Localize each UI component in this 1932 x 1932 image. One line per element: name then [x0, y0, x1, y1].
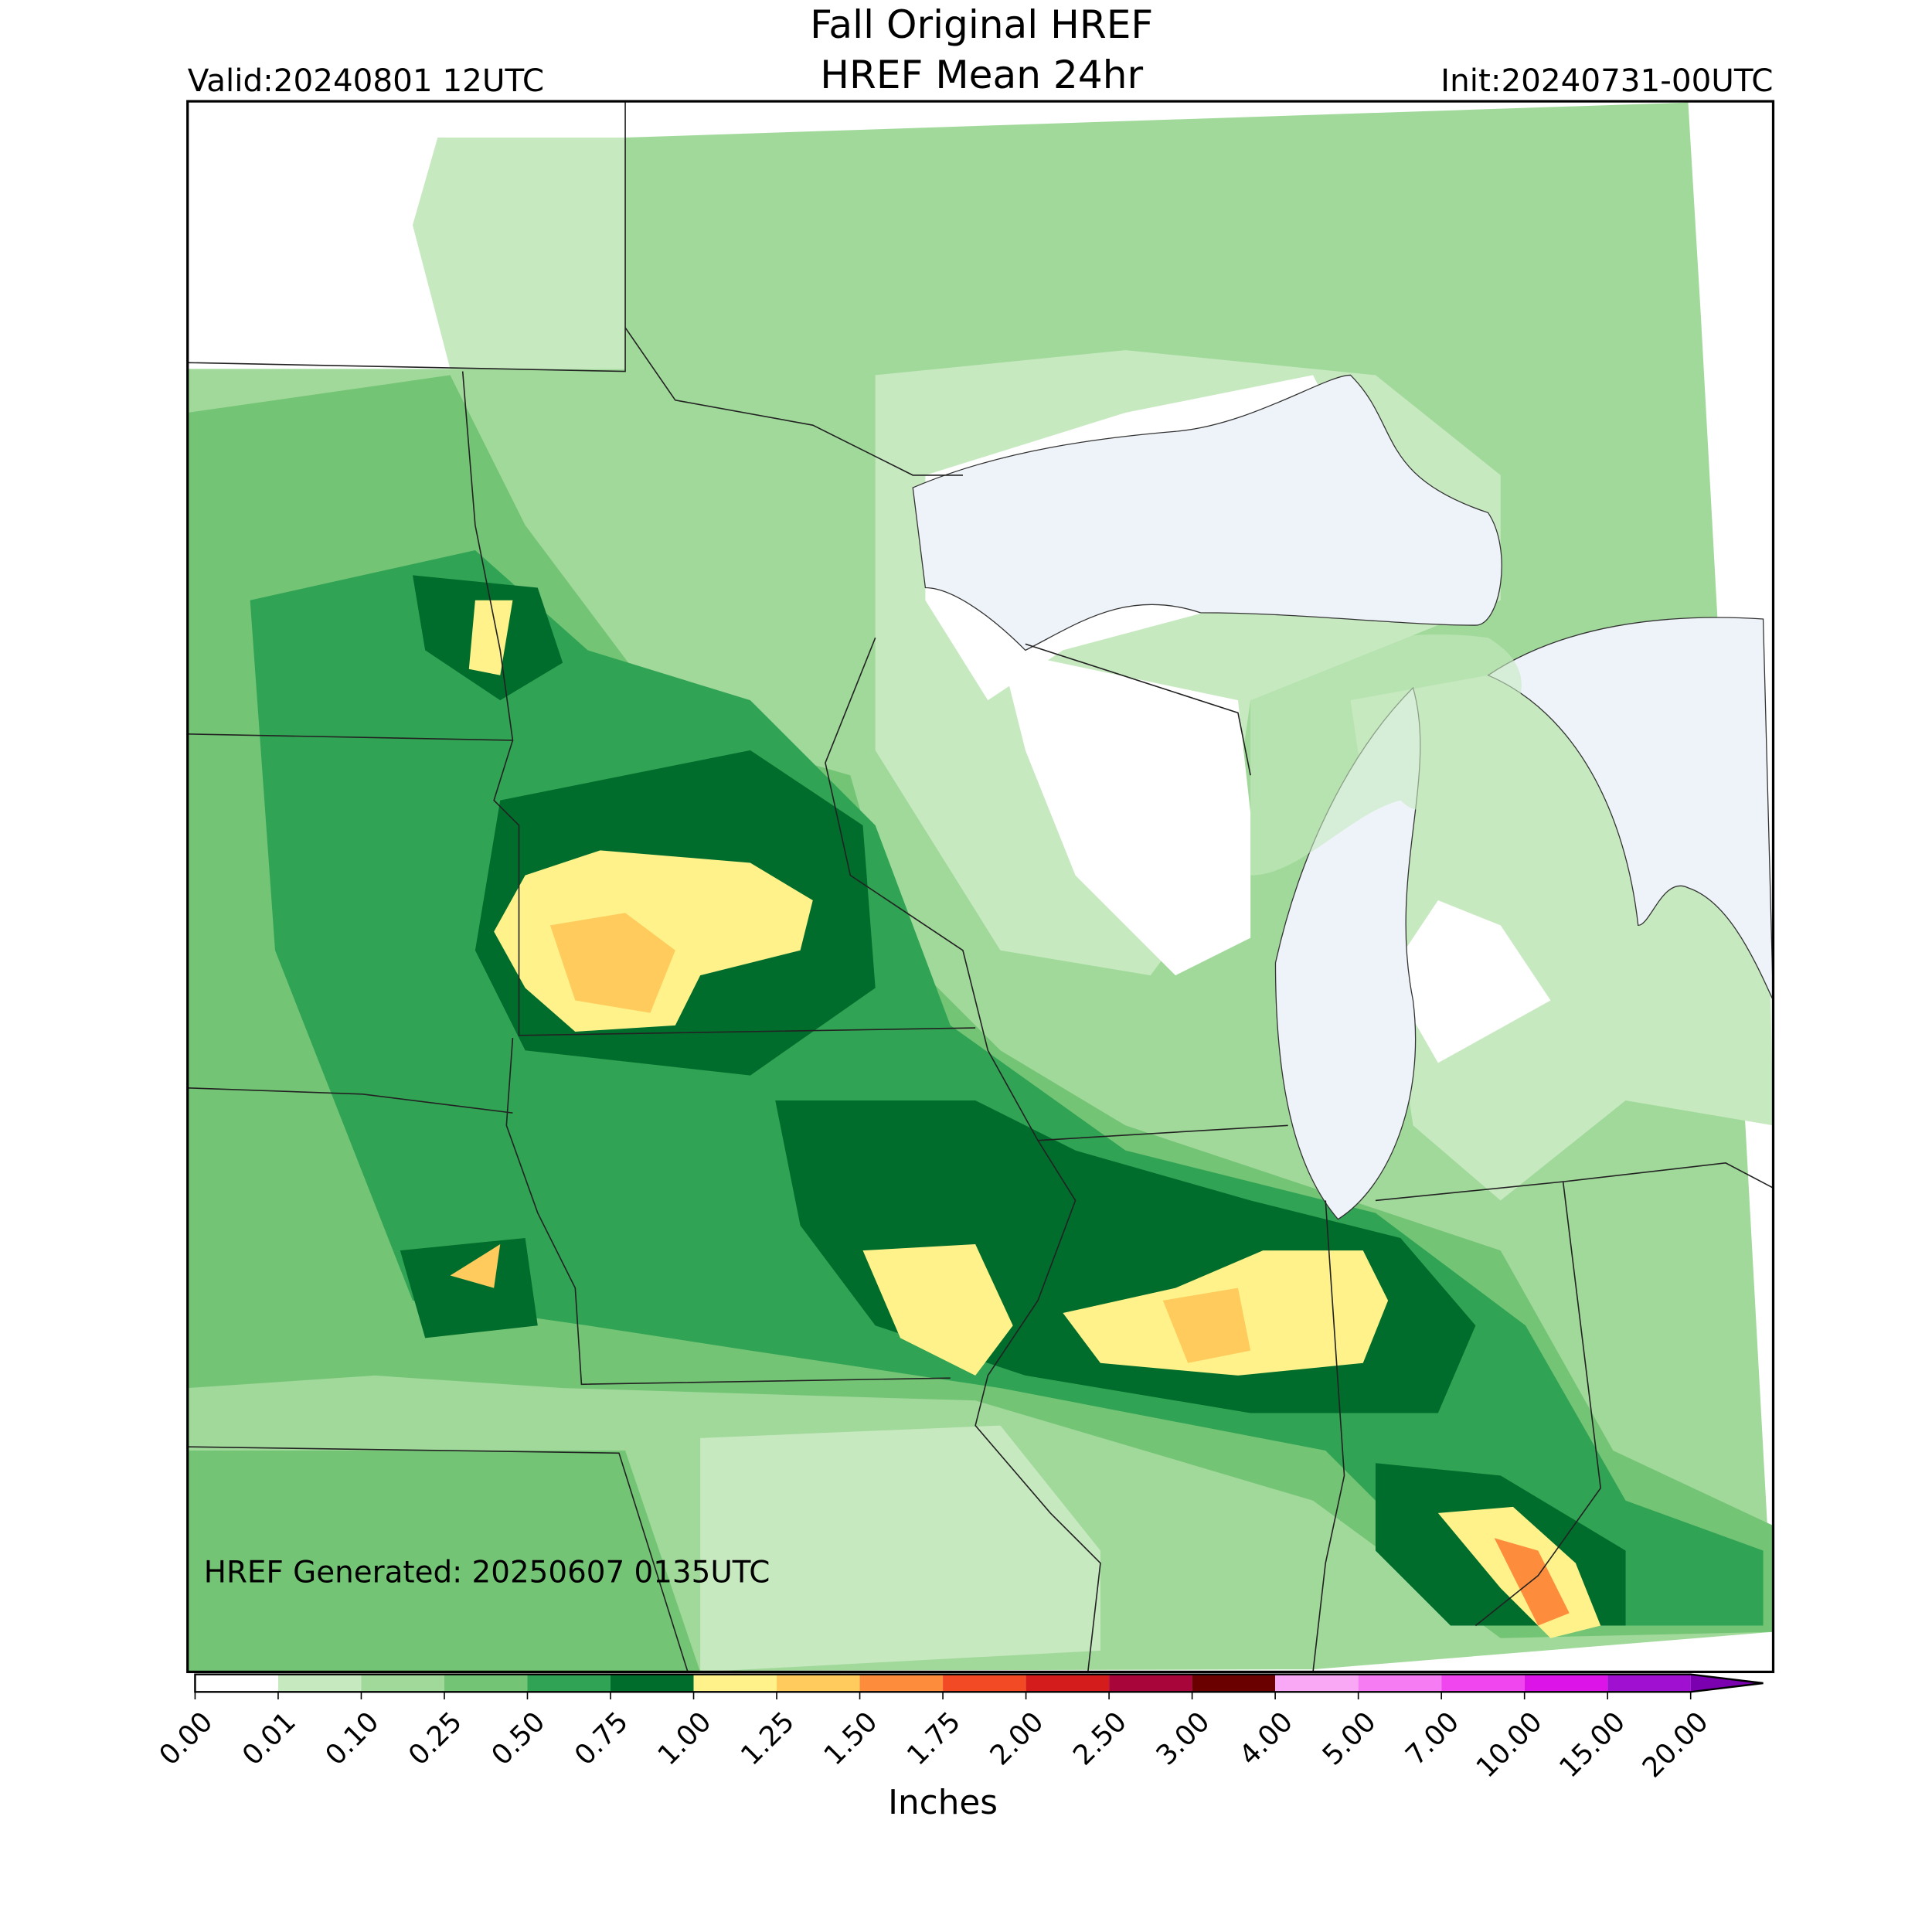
- colorbar-tick-label: 2.50: [1067, 1706, 1133, 1771]
- title: Fall Original HREF: [810, 2, 1153, 47]
- map: HREF Generated: 20250607 0135UTC: [186, 100, 1775, 1674]
- colorbar-tick-label: 5.00: [1317, 1706, 1383, 1771]
- colorbar-tick-label: 3.00: [1151, 1706, 1216, 1771]
- colorbar-segment: [1524, 1674, 1608, 1692]
- colorbar-segment: [1026, 1674, 1110, 1692]
- colorbar-outline: [194, 1673, 1764, 1693]
- subtitle: HREF Mean 24hr: [820, 52, 1143, 97]
- colorbar-segment: [1441, 1674, 1525, 1692]
- colorbar-tick-label: 0.75: [569, 1706, 634, 1771]
- colorbar-tick-label: 0.50: [485, 1706, 551, 1771]
- colorbar-segment: [777, 1674, 860, 1692]
- colorbar-tick-label: 1.50: [818, 1706, 883, 1771]
- colorbar-tick-label: 0.01: [236, 1706, 302, 1771]
- colorbar-tick-label: 1.25: [735, 1706, 801, 1771]
- colorbar-tick-label: 0.00: [153, 1706, 219, 1771]
- valid-time: Valid:20240801 12UTC: [188, 62, 544, 99]
- colorbar-tick-label: 7.00: [1400, 1706, 1465, 1771]
- colorbar-segment: [1358, 1674, 1442, 1692]
- colorbar-segment: [943, 1674, 1026, 1692]
- colorbar-segment: [1192, 1674, 1276, 1692]
- colorbar-segment: [859, 1674, 944, 1692]
- init-time: Init:20240731-00UTC: [1440, 62, 1773, 99]
- colorbar-segment: [1607, 1674, 1691, 1692]
- colorbar-segment: [1109, 1674, 1192, 1692]
- colorbar-tick-label: 1.00: [651, 1706, 717, 1771]
- colorbar-tick-label: 0.10: [319, 1706, 385, 1771]
- colorbar-segment: [611, 1674, 694, 1692]
- colorbar-tick-label: 15.00: [1553, 1706, 1631, 1784]
- colorbar: Inches 0.00 0.01 0.10 0.25 0.50 0.75 1.00 1.25 1…: [153, 1673, 1764, 1822]
- colorbar-segment: [444, 1674, 528, 1692]
- colorbar-tick-label: 0.25: [403, 1706, 468, 1771]
- colorbar-tick-label: 1.75: [901, 1706, 967, 1771]
- colorbar-tick-label: 2.00: [985, 1706, 1050, 1771]
- colorbar-segment: [693, 1674, 777, 1692]
- colorbar-tick-label: 20.00: [1637, 1706, 1715, 1784]
- colorbar-segment: [1275, 1674, 1359, 1692]
- colorbar-segment: [527, 1674, 611, 1692]
- generated-note: HREF Generated: 20250607 0135UTC: [204, 1556, 770, 1590]
- colorbar-segment: [195, 1674, 278, 1692]
- colorbar-tick-label: 4.00: [1233, 1706, 1299, 1771]
- colorbar-tick-label: 10.00: [1471, 1706, 1549, 1784]
- colorbar-extension: [1690, 1674, 1764, 1692]
- colorbar-segment: [277, 1674, 362, 1692]
- colorbar-segment: [361, 1674, 444, 1692]
- colorbar-label: Inches: [888, 1783, 998, 1822]
